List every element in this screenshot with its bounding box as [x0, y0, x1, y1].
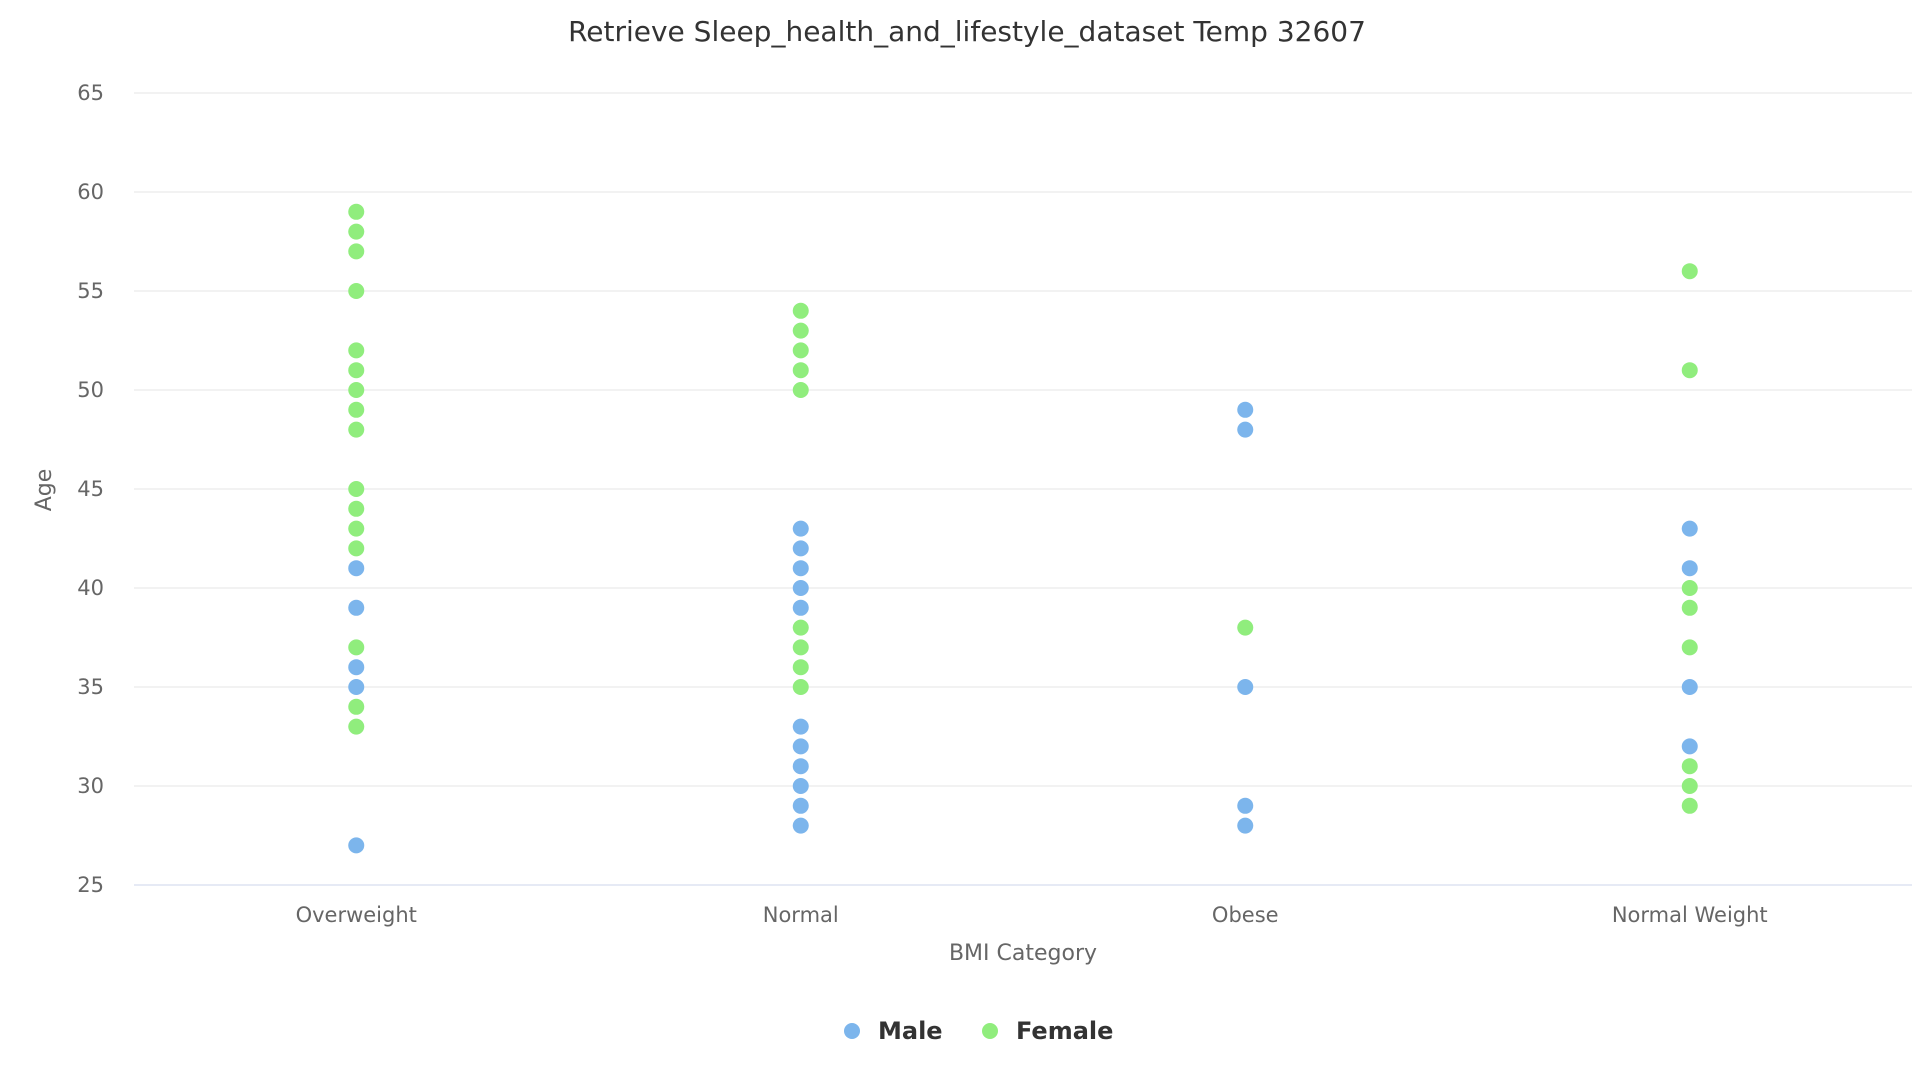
y-tick-label: 45 [77, 477, 104, 501]
x-tick-label: Obese [1212, 903, 1279, 927]
data-point-female[interactable] [348, 243, 365, 260]
data-point-female[interactable] [792, 322, 809, 339]
data-point-male[interactable] [792, 797, 809, 814]
data-point-male[interactable] [348, 560, 365, 577]
data-point-female[interactable] [348, 639, 365, 656]
y-axis-ticks: 25 30 35 40 45 50 55 60 65 [77, 81, 104, 897]
data-point-male[interactable] [348, 837, 365, 854]
data-point-male[interactable] [792, 560, 809, 577]
data-point-female[interactable] [792, 619, 809, 636]
data-point-male[interactable] [1237, 421, 1254, 438]
data-point-female[interactable] [792, 342, 809, 359]
data-point-female[interactable] [348, 481, 365, 497]
data-point-male[interactable] [792, 599, 809, 616]
legend: Male Female [844, 1017, 1113, 1045]
data-point-male[interactable] [792, 580, 809, 596]
data-point-male[interactable] [348, 679, 365, 695]
data-point-female[interactable] [348, 382, 365, 398]
data-point-male[interactable] [792, 758, 809, 775]
data-point-female[interactable] [348, 500, 365, 517]
data-point-male[interactable] [1681, 679, 1698, 695]
data-point-female[interactable] [348, 203, 365, 220]
data-point-male[interactable] [348, 659, 365, 676]
data-point-male[interactable] [1681, 738, 1698, 755]
data-point-male[interactable] [1681, 560, 1698, 577]
data-point-female[interactable] [348, 362, 365, 379]
data-point-male[interactable] [792, 520, 809, 537]
data-point-female[interactable] [1681, 639, 1698, 656]
y-tick-label: 65 [77, 81, 104, 105]
data-point-female[interactable] [1681, 263, 1698, 280]
data-point-female[interactable] [348, 718, 365, 735]
data-point-female[interactable] [1681, 797, 1698, 814]
data-point-female[interactable] [348, 698, 365, 715]
data-point-male[interactable] [348, 599, 365, 616]
data-point-female[interactable] [1681, 758, 1698, 775]
legend-marker [844, 1023, 860, 1039]
x-axis-ticks: Overweight Normal Obese Normal Weight [296, 903, 1768, 927]
y-tick-label: 35 [77, 675, 104, 699]
data-point-female[interactable] [792, 679, 809, 695]
data-point-female[interactable] [1681, 362, 1698, 379]
data-point-female[interactable] [348, 223, 365, 240]
legend-item-female[interactable]: Female [982, 1017, 1113, 1045]
data-point-female[interactable] [792, 382, 809, 398]
data-point-female[interactable] [348, 520, 365, 537]
y-tick-label: 50 [77, 378, 104, 402]
y-tick-label: 60 [77, 180, 104, 204]
x-tick-label: Normal Weight [1612, 903, 1768, 927]
data-point-male[interactable] [792, 817, 809, 834]
data-point-female[interactable] [792, 302, 809, 319]
data-point-male[interactable] [1237, 797, 1254, 814]
legend-item-male[interactable]: Male [844, 1017, 943, 1045]
data-points [348, 203, 1698, 854]
data-point-female[interactable] [792, 659, 809, 676]
data-point-female[interactable] [792, 639, 809, 656]
data-point-female[interactable] [1681, 580, 1698, 596]
x-tick-label: Normal [763, 903, 839, 927]
legend-marker [982, 1023, 998, 1039]
chart-title: Retrieve Sleep_health_and_lifestyle_data… [568, 15, 1366, 48]
data-point-female[interactable] [1237, 619, 1254, 636]
data-point-female[interactable] [348, 401, 365, 418]
data-point-male[interactable] [1237, 401, 1254, 418]
y-tick-label: 30 [77, 774, 104, 798]
data-point-male[interactable] [1681, 520, 1698, 537]
grid-lines [134, 92, 1912, 886]
data-point-female[interactable] [348, 421, 365, 438]
y-tick-label: 25 [77, 873, 104, 897]
data-point-male[interactable] [792, 738, 809, 755]
data-point-male[interactable] [1237, 679, 1254, 695]
x-tick-label: Overweight [296, 903, 417, 927]
data-point-female[interactable] [1681, 599, 1698, 616]
legend-label: Male [878, 1017, 943, 1045]
data-point-male[interactable] [792, 778, 809, 794]
data-point-male[interactable] [1237, 817, 1254, 834]
legend-label: Female [1016, 1017, 1113, 1045]
y-tick-label: 40 [77, 576, 104, 600]
data-point-female[interactable] [348, 342, 365, 359]
x-axis-title: BMI Category [949, 941, 1097, 966]
data-point-female[interactable] [348, 283, 365, 299]
y-tick-label: 55 [77, 279, 104, 303]
data-point-male[interactable] [792, 718, 809, 735]
data-point-female[interactable] [1681, 778, 1698, 794]
y-axis-title: Age [32, 469, 57, 512]
data-point-female[interactable] [792, 362, 809, 379]
data-point-male[interactable] [792, 540, 809, 557]
data-point-female[interactable] [348, 540, 365, 557]
